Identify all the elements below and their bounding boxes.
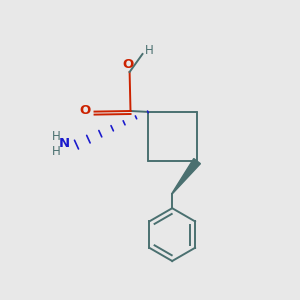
Text: H: H (145, 44, 154, 57)
Text: O: O (79, 104, 91, 118)
Text: O: O (122, 58, 134, 71)
Polygon shape (172, 158, 200, 194)
Text: N: N (59, 137, 70, 150)
Text: H: H (52, 130, 61, 143)
Text: H: H (52, 145, 61, 158)
